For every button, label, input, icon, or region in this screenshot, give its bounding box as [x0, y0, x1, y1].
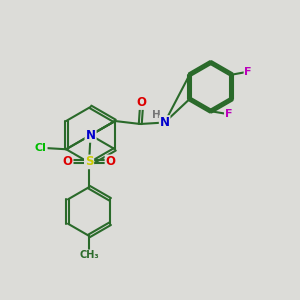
- Text: CH₃: CH₃: [79, 250, 99, 260]
- Text: O: O: [137, 96, 147, 109]
- Text: O: O: [85, 129, 96, 142]
- Text: N: N: [160, 116, 170, 129]
- Text: S: S: [85, 155, 93, 168]
- Text: O: O: [63, 155, 73, 168]
- Text: H: H: [152, 110, 161, 120]
- Text: F: F: [244, 67, 252, 77]
- Text: Cl: Cl: [35, 143, 47, 153]
- Text: F: F: [225, 109, 232, 119]
- Text: O: O: [106, 155, 116, 168]
- Text: N: N: [85, 129, 96, 142]
